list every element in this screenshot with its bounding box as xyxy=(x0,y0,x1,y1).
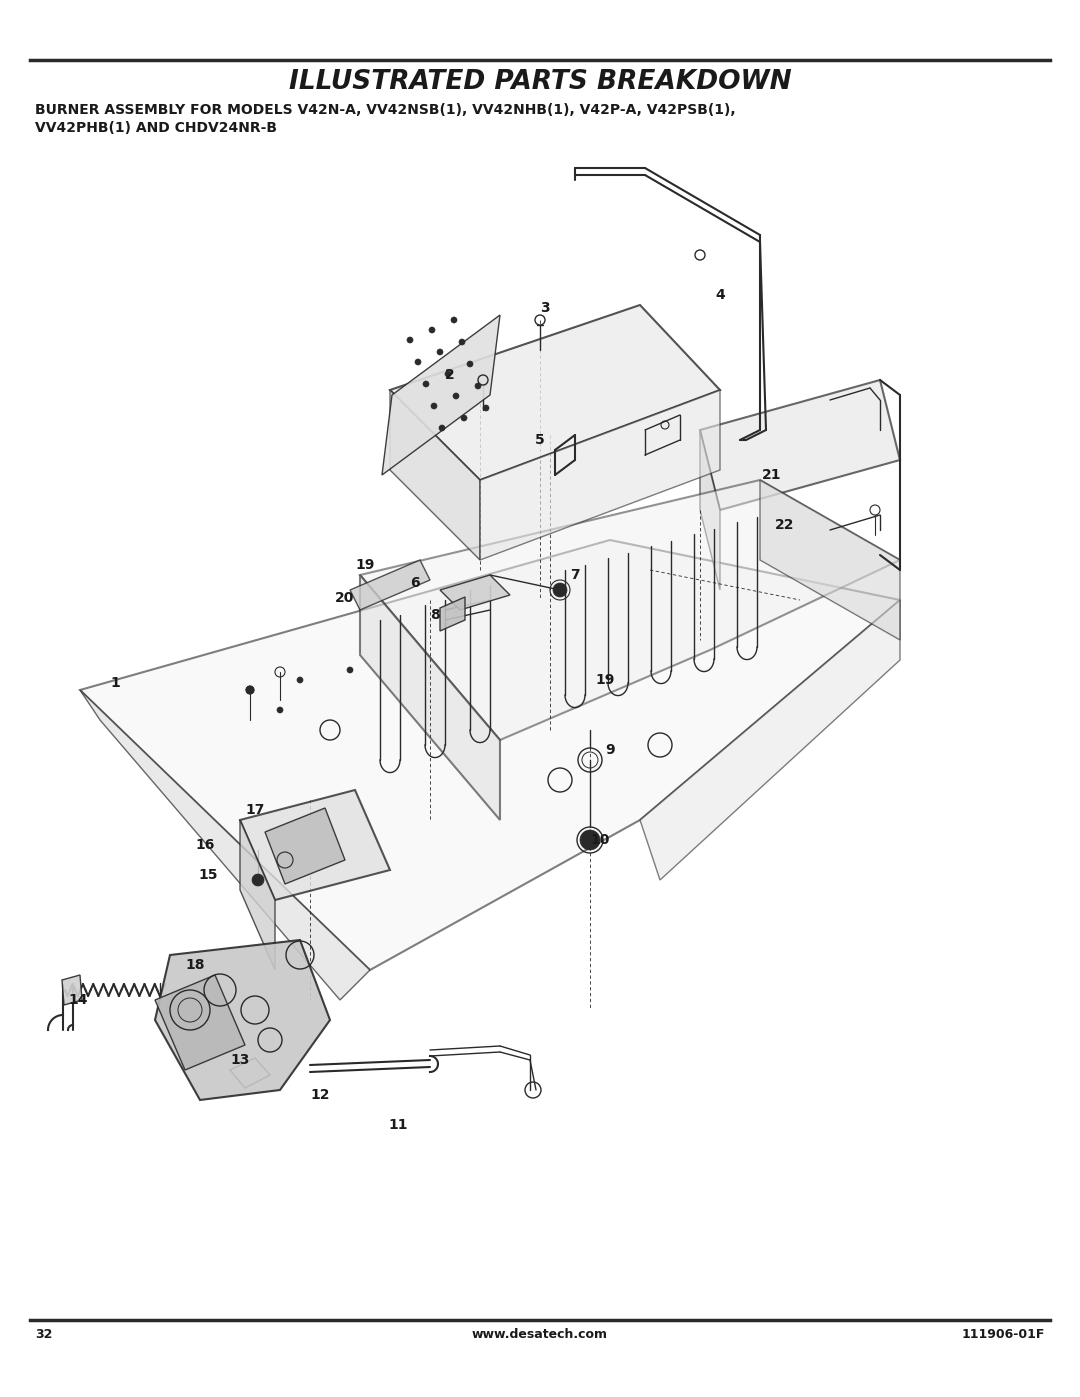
Polygon shape xyxy=(80,541,900,970)
Text: 10: 10 xyxy=(591,833,610,847)
Text: 13: 13 xyxy=(230,1053,249,1067)
Text: 111906-01F: 111906-01F xyxy=(961,1329,1045,1341)
Text: 22: 22 xyxy=(775,518,795,532)
Polygon shape xyxy=(382,314,500,475)
Text: 14: 14 xyxy=(68,993,87,1007)
Circle shape xyxy=(276,707,283,712)
Text: 5: 5 xyxy=(535,433,545,447)
Text: BURNER ASSEMBLY FOR MODELS V42N-A, VV42NSB(1), VV42NHB(1), V42P-A, V42PSB(1),: BURNER ASSEMBLY FOR MODELS V42N-A, VV42N… xyxy=(35,103,735,117)
Circle shape xyxy=(453,393,459,400)
Text: 12: 12 xyxy=(310,1088,329,1102)
Polygon shape xyxy=(80,690,370,1000)
Circle shape xyxy=(553,583,567,597)
Polygon shape xyxy=(240,820,275,970)
Circle shape xyxy=(475,383,481,388)
Circle shape xyxy=(423,381,429,387)
Text: 8: 8 xyxy=(430,608,440,622)
Text: ILLUSTRATED PARTS BREAKDOWN: ILLUSTRATED PARTS BREAKDOWN xyxy=(288,68,792,95)
Polygon shape xyxy=(360,481,900,740)
Circle shape xyxy=(431,402,437,409)
Polygon shape xyxy=(62,975,82,1004)
Circle shape xyxy=(445,372,451,377)
Text: 32: 32 xyxy=(35,1329,52,1341)
Polygon shape xyxy=(700,380,900,510)
Text: VV42PHB(1) AND CHDV24NR-B: VV42PHB(1) AND CHDV24NR-B xyxy=(35,122,276,136)
Text: www.desatech.com: www.desatech.com xyxy=(472,1329,608,1341)
Text: 11: 11 xyxy=(388,1118,408,1132)
Circle shape xyxy=(438,425,445,432)
Circle shape xyxy=(246,686,254,694)
Text: 18: 18 xyxy=(186,958,205,972)
Circle shape xyxy=(580,830,600,849)
Circle shape xyxy=(461,415,467,420)
Circle shape xyxy=(437,349,443,355)
Text: 16: 16 xyxy=(195,838,215,852)
Polygon shape xyxy=(700,430,720,590)
Circle shape xyxy=(429,327,435,332)
Circle shape xyxy=(415,359,421,365)
Text: 2: 2 xyxy=(445,367,455,381)
Text: 20: 20 xyxy=(335,591,354,605)
Text: 9: 9 xyxy=(605,743,615,757)
Polygon shape xyxy=(156,940,330,1099)
Polygon shape xyxy=(350,560,430,610)
Circle shape xyxy=(459,339,465,345)
Circle shape xyxy=(467,360,473,367)
Circle shape xyxy=(483,405,489,411)
Text: 3: 3 xyxy=(540,300,550,314)
Polygon shape xyxy=(360,576,500,820)
Polygon shape xyxy=(390,390,480,560)
Text: 17: 17 xyxy=(245,803,265,817)
Circle shape xyxy=(347,666,353,673)
Polygon shape xyxy=(440,576,510,610)
Text: 7: 7 xyxy=(570,569,580,583)
Text: 19: 19 xyxy=(595,673,615,687)
Circle shape xyxy=(451,317,457,323)
Text: 6: 6 xyxy=(410,576,420,590)
Polygon shape xyxy=(440,597,465,631)
Circle shape xyxy=(252,875,264,886)
Text: 15: 15 xyxy=(199,868,218,882)
Polygon shape xyxy=(390,305,720,481)
Polygon shape xyxy=(156,975,245,1070)
Polygon shape xyxy=(760,481,900,640)
Text: 21: 21 xyxy=(762,468,782,482)
Circle shape xyxy=(297,678,303,683)
Polygon shape xyxy=(480,390,720,560)
Circle shape xyxy=(407,337,413,344)
Text: 1: 1 xyxy=(110,676,120,690)
Text: 19: 19 xyxy=(355,557,375,571)
Polygon shape xyxy=(265,807,345,884)
Polygon shape xyxy=(640,599,900,880)
Text: 4: 4 xyxy=(715,288,725,302)
Polygon shape xyxy=(240,789,390,900)
